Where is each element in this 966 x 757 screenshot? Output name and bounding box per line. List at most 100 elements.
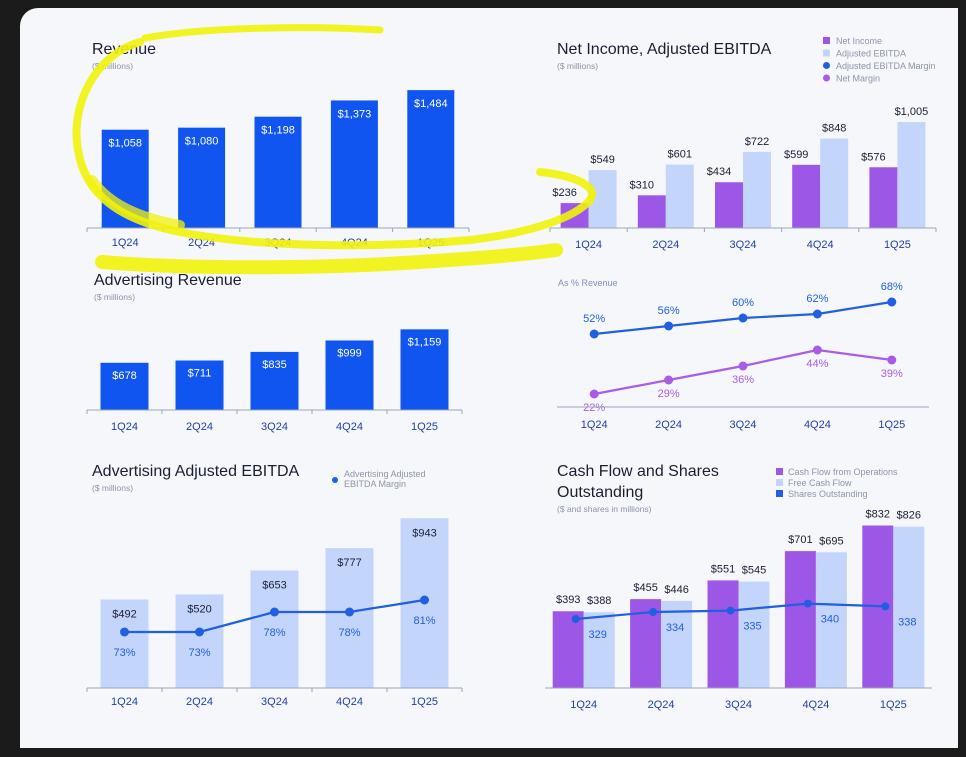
cash-flow-tick-label: 1Q25 — [880, 699, 907, 711]
cash-flow-data-label: $393 — [556, 594, 580, 606]
cash-flow-legend-swatch — [776, 479, 783, 486]
margins-data-label: 60% — [732, 297, 754, 309]
net-income-data-label: $434 — [707, 166, 731, 178]
cash-flow-bar-1 — [738, 581, 770, 688]
margins-line-1 — [593, 348, 892, 396]
cash-flow-bar-1 — [815, 552, 847, 688]
cash-flow-data-label: $388 — [587, 595, 611, 607]
advertising-revenue-title: Advertising Revenue — [94, 272, 242, 289]
revenue-subtitle: ($ millions) — [92, 61, 133, 71]
margins-point — [664, 321, 674, 331]
shares-outstanding-point — [571, 615, 580, 623]
revenue-data-label: $1,080 — [185, 136, 219, 148]
advertising-ebitda-subtitle: ($ millions) — [92, 483, 133, 493]
cash-flow-tick-label: 2Q24 — [648, 699, 675, 711]
advertising-revenue-tick-label: 2Q24 — [186, 421, 213, 433]
margins-point — [738, 361, 748, 371]
legend-marker — [823, 74, 830, 82]
advertising-ebitda-margin-point — [420, 595, 429, 605]
net-income-bar-adjusted-ebitda — [665, 164, 694, 228]
net-income-tick-label: 3Q24 — [730, 239, 757, 251]
margins-tick-label: 2Q24 — [655, 419, 682, 431]
advertising-revenue-data-label: $835 — [262, 359, 286, 371]
margins-point — [738, 313, 748, 323]
advertising-ebitda-title: Advertising Adjusted EBITDA — [92, 463, 300, 480]
margins-tick-label: 4Q24 — [804, 419, 831, 431]
advertising-ebitda-margin-point — [270, 607, 279, 617]
net-income-legend-label: Adjusted EBITDA — [836, 49, 906, 59]
margins-data-label: 22% — [583, 402, 605, 414]
margins-data-label: 36% — [732, 374, 754, 386]
margins-point — [812, 309, 822, 319]
advertising-ebitda-margin-point — [195, 627, 204, 637]
revenue-tick-label: 1Q24 — [112, 237, 139, 249]
advertising-revenue-data-label: $999 — [337, 347, 361, 359]
cash-flow-legend-label: Shares Outstanding — [788, 489, 868, 499]
advertising-revenue-tick-label: 4Q24 — [336, 421, 363, 433]
net-income-bar-net-income — [637, 195, 666, 228]
cash-flow-tick-label: 1Q24 — [570, 699, 597, 711]
margins-data-label: 52% — [583, 313, 605, 325]
cash-flow-bar-0 — [784, 551, 816, 688]
net-income-data-label: $848 — [822, 123, 846, 135]
advertising-ebitda-legend-marker — [332, 477, 338, 483]
shares-outstanding-point — [803, 599, 812, 608]
margins-point — [589, 329, 599, 339]
revenue-data-label: $1,484 — [414, 98, 448, 110]
net-income-data-label: $576 — [861, 151, 885, 163]
advertising-revenue-bar — [325, 340, 374, 410]
net-income-tick-label: 4Q24 — [807, 239, 834, 251]
net-income-bar-adjusted-ebitda — [897, 122, 926, 228]
highlighter-left-stroke — [87, 175, 185, 230]
advertising-revenue-tick-label: 3Q24 — [261, 421, 288, 433]
revenue-bar — [254, 116, 302, 228]
cash-flow-data-label: $551 — [711, 563, 735, 575]
net-income-data-label: $601 — [668, 149, 692, 161]
margins-data-label: 68% — [881, 281, 903, 293]
advertising-ebitda-margin-point — [345, 607, 354, 617]
net-income-legend-label: Net Income — [836, 36, 882, 46]
net-income-bar-net-income — [715, 182, 743, 228]
net-income-data-label: $549 — [590, 154, 614, 166]
advertising-ebitda-bar — [250, 570, 299, 688]
cash-flow-bar-0 — [552, 611, 584, 688]
net-income-bar-adjusted-ebitda — [820, 138, 849, 228]
cash-flow-legend-swatch — [776, 468, 783, 475]
cash-flow-data-label: $832 — [866, 509, 890, 521]
shares-outstanding-label: 338 — [898, 616, 916, 628]
net-income-title: Net Income, Adjusted EBITDA — [557, 41, 772, 58]
revenue-bar — [178, 127, 226, 228]
cash-flow-data-label: $701 — [788, 534, 812, 546]
shares-outstanding-label: 335 — [743, 621, 761, 633]
shares-outstanding-label: 340 — [821, 614, 839, 626]
shares-outstanding-label: 334 — [666, 622, 684, 634]
shares-outstanding-label: 329 — [589, 629, 607, 641]
legend-swatch — [823, 49, 830, 57]
advertising-ebitda-margin-point — [120, 627, 129, 637]
advertising-ebitda-legend-label: EBITDA Margin — [344, 479, 406, 489]
advertising-revenue-tick-label: 1Q24 — [111, 421, 138, 433]
margins-subtitle: As % Revenue — [558, 278, 618, 288]
cash-flow-bar-1 — [583, 612, 615, 688]
net-income-legend-label: Net Margin — [836, 74, 880, 84]
shares-outstanding-point — [726, 606, 735, 615]
margins-tick-label: 1Q24 — [581, 419, 608, 431]
highlighter-ellipse — [72, 38, 596, 250]
advertising-ebitda-bar — [175, 594, 224, 688]
net-income-tick-label: 1Q25 — [884, 239, 911, 251]
advertising-ebitda-tick-label: 1Q25 — [411, 696, 438, 708]
margins-data-label: 29% — [658, 388, 680, 400]
cash-flow-tick-label: 3Q24 — [725, 699, 752, 711]
net-income-bar-net-income — [792, 164, 821, 228]
advertising-ebitda-legend-label: Advertising Adjusted — [344, 469, 426, 479]
revenue-bar — [407, 90, 455, 228]
advertising-ebitda-tick-label: 3Q24 — [261, 696, 288, 708]
margins-point — [664, 375, 674, 385]
highlighter-top-stroke — [141, 24, 384, 42]
net-income-bar-net-income — [869, 167, 898, 228]
net-income-data-label: $722 — [745, 136, 769, 148]
advertising-ebitda-tick-label: 2Q24 — [186, 696, 213, 708]
cash-flow-data-label: $545 — [742, 565, 766, 577]
shares-outstanding-point — [649, 608, 658, 616]
